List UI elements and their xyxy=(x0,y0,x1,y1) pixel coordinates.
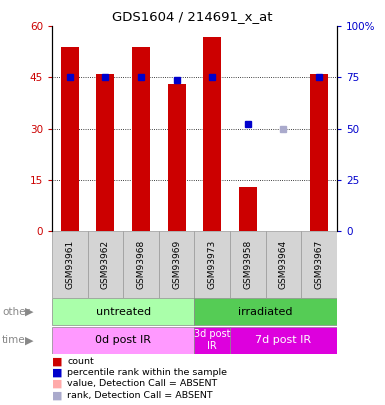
Text: count: count xyxy=(67,357,94,366)
Bar xyxy=(230,231,266,298)
Text: GSM93958: GSM93958 xyxy=(243,240,252,289)
Text: ▶: ▶ xyxy=(25,307,33,317)
Bar xyxy=(132,47,150,231)
Text: GSM93967: GSM93967 xyxy=(315,240,323,289)
Bar xyxy=(52,298,194,326)
Text: GSM93964: GSM93964 xyxy=(279,240,288,289)
Bar xyxy=(266,231,301,298)
Text: other: other xyxy=(2,307,30,317)
Text: ■: ■ xyxy=(52,379,62,389)
Bar xyxy=(61,47,79,231)
Bar xyxy=(159,231,194,298)
Text: GDS1604 / 214691_x_at: GDS1604 / 214691_x_at xyxy=(112,10,273,23)
Bar xyxy=(239,187,257,231)
Bar xyxy=(230,326,337,354)
Text: GSM93969: GSM93969 xyxy=(172,240,181,289)
Bar xyxy=(301,231,337,298)
Text: GSM93961: GSM93961 xyxy=(65,240,74,289)
Text: ■: ■ xyxy=(52,390,62,400)
Bar xyxy=(52,326,194,354)
Bar xyxy=(88,231,123,298)
Bar xyxy=(97,74,114,231)
Bar xyxy=(194,326,230,354)
Text: untreated: untreated xyxy=(95,307,151,317)
Text: GSM93962: GSM93962 xyxy=(101,240,110,289)
Bar xyxy=(123,231,159,298)
Text: percentile rank within the sample: percentile rank within the sample xyxy=(67,368,228,377)
Bar xyxy=(194,231,230,298)
Text: ■: ■ xyxy=(52,356,62,366)
Bar xyxy=(310,74,328,231)
Text: time: time xyxy=(2,335,25,345)
Text: rank, Detection Call = ABSENT: rank, Detection Call = ABSENT xyxy=(67,391,213,400)
Text: GSM93968: GSM93968 xyxy=(137,240,146,289)
Text: 3d post
IR: 3d post IR xyxy=(194,329,231,351)
Text: GSM93973: GSM93973 xyxy=(208,240,217,289)
Bar xyxy=(168,84,186,231)
Text: ■: ■ xyxy=(52,368,62,377)
Bar xyxy=(52,231,88,298)
Text: 0d post IR: 0d post IR xyxy=(95,335,151,345)
Text: 7d post IR: 7d post IR xyxy=(255,335,311,345)
Text: irradiated: irradiated xyxy=(238,307,293,317)
Text: value, Detection Call = ABSENT: value, Detection Call = ABSENT xyxy=(67,379,218,388)
Text: ▶: ▶ xyxy=(25,335,33,345)
Bar xyxy=(194,298,337,326)
Bar xyxy=(203,36,221,231)
